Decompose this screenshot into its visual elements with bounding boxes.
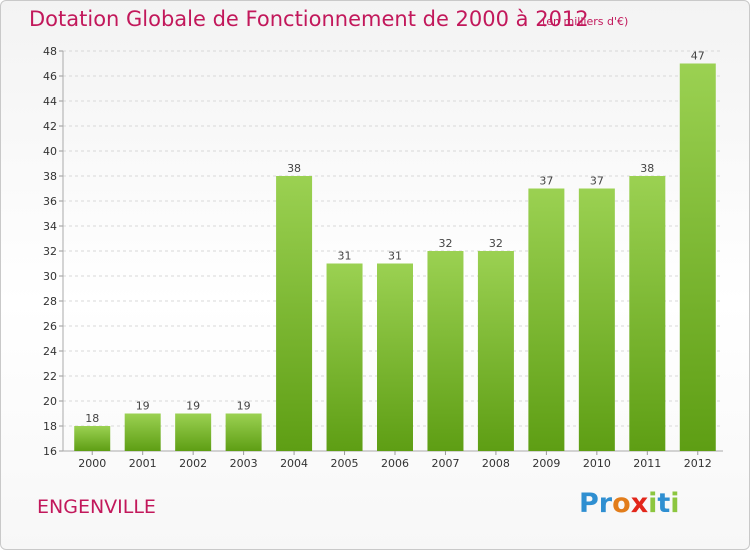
- y-tick-label: 22: [43, 370, 57, 383]
- bar: [175, 413, 212, 451]
- data-label: 32: [438, 237, 452, 250]
- bar: [124, 413, 161, 451]
- y-tick-label: 46: [43, 70, 57, 83]
- x-tick-label: 2004: [280, 457, 308, 470]
- x-tick-label: 2008: [482, 457, 510, 470]
- y-tick-label: 26: [43, 320, 57, 333]
- bar: [427, 251, 464, 451]
- bar: [276, 176, 313, 451]
- bar: [225, 413, 262, 451]
- y-tick-label: 34: [43, 220, 57, 233]
- y-tick-label: 28: [43, 295, 57, 308]
- data-label: 32: [489, 237, 503, 250]
- y-tick-label: 24: [43, 345, 57, 358]
- y-tick-label: 48: [43, 45, 57, 58]
- bar: [679, 63, 716, 451]
- data-label: 38: [640, 162, 654, 175]
- labels: 16 18 20 22 24 26 28 30 32 34 36 38 40 42 44 46 48 2000 18…: [43, 45, 712, 470]
- y-tick-label: 36: [43, 195, 57, 208]
- x-tick-label: 2005: [331, 457, 359, 470]
- bar: [326, 263, 363, 451]
- data-label: 19: [186, 400, 200, 413]
- x-tick-label: 2000: [78, 457, 106, 470]
- data-label: 19: [237, 400, 251, 413]
- y-tick-label: 18: [43, 420, 57, 433]
- bars: [74, 63, 716, 451]
- bar: [377, 263, 413, 451]
- x-tick-label: 2012: [684, 457, 712, 470]
- y-tick-label: 20: [43, 395, 57, 408]
- y-tick-label: 42: [43, 120, 57, 133]
- data-label: 31: [338, 250, 352, 263]
- data-label: 19: [136, 400, 150, 413]
- x-tick-label: 2009: [532, 457, 560, 470]
- commune-name: ENGENVILLE: [37, 496, 156, 518]
- x-tick-label: 2010: [583, 457, 611, 470]
- bar: [74, 426, 111, 451]
- x-tick-label: 2011: [633, 457, 661, 470]
- chart-title: Dotation Globale de Fonctionnement de 20…: [29, 7, 589, 31]
- x-tick-label: 2003: [230, 457, 258, 470]
- x-tick-label: 2006: [381, 457, 409, 470]
- data-label: 38: [287, 162, 301, 175]
- data-label: 18: [85, 412, 99, 425]
- bar: [477, 251, 514, 451]
- y-tick-label: 38: [43, 170, 57, 183]
- y-tick-label: 30: [43, 270, 57, 283]
- y-tick-label: 16: [43, 445, 57, 458]
- data-label: 37: [590, 175, 604, 188]
- units-note: (en milliers d'€): [542, 15, 629, 28]
- x-tick-label: 2001: [129, 457, 157, 470]
- data-label: 37: [539, 175, 553, 188]
- x-tick-label: 2002: [179, 457, 207, 470]
- x-tick-label: 2007: [431, 457, 459, 470]
- data-label: 47: [691, 50, 705, 63]
- bar: [629, 176, 666, 451]
- y-tick-label: 40: [43, 145, 57, 158]
- bar: [528, 188, 565, 451]
- y-tick-label: 32: [43, 245, 57, 258]
- data-label: 31: [388, 250, 402, 263]
- y-tick-label: 44: [43, 95, 57, 108]
- bar: [578, 188, 615, 451]
- proxiti-logo: Proxiti: [579, 488, 680, 519]
